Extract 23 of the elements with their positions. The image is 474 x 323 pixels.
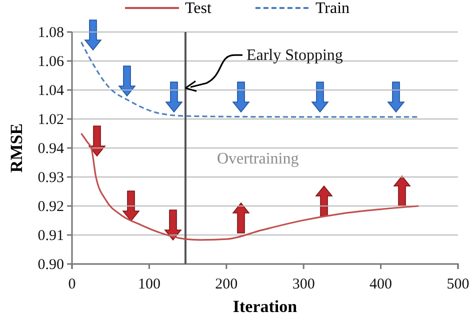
y-tick-label: 1.02: [38, 112, 64, 128]
y-tick-label: 1.04: [38, 82, 64, 99]
legend-label: Test: [185, 0, 212, 17]
x-axis-title: Iteration: [232, 297, 298, 316]
x-tick-label: 0: [68, 276, 76, 292]
x-tick-label: 200: [215, 276, 238, 292]
y-tick-label: 0.92: [38, 198, 64, 215]
x-tick-label: 500: [446, 276, 470, 292]
y-tick-label: 0.94: [38, 140, 64, 157]
annotation: Overtraining: [217, 150, 299, 168]
x-tick-label: 300: [292, 276, 315, 292]
line-series: [80, 41, 418, 118]
x-tick-label: 400: [370, 276, 392, 292]
legend-label: Train: [315, 0, 350, 17]
line-series: [80, 132, 420, 241]
y-tick-label: 0.91: [38, 228, 64, 244]
y-tick-label: 0.93: [38, 170, 64, 186]
x-tick-label: 100: [138, 276, 160, 292]
y-tick-label: 0.90: [38, 256, 64, 273]
y-axis-title: RMSE: [7, 123, 26, 173]
annotation: Early Stopping: [246, 47, 343, 64]
y-tick-label: 1.08: [38, 24, 64, 41]
y-tick-label: 1.06: [38, 54, 64, 70]
